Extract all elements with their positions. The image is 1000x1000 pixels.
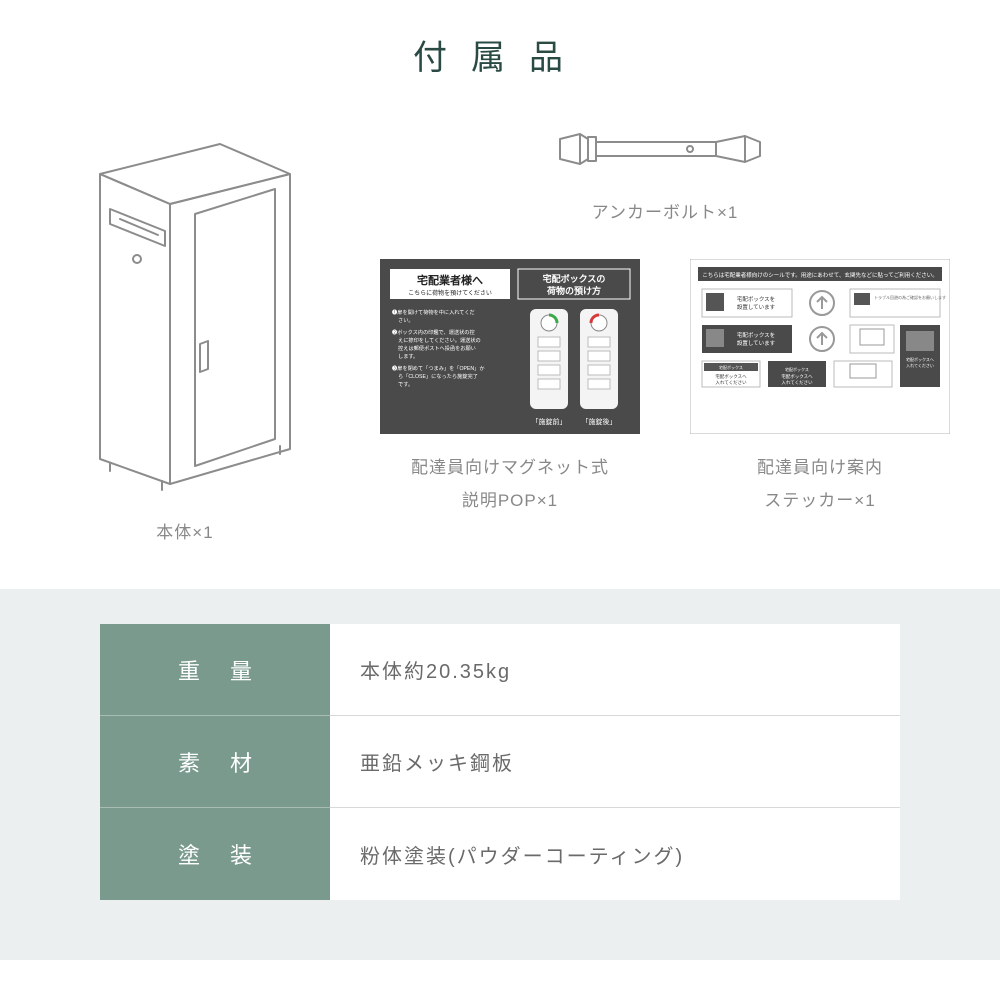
svg-text:荷物の預け方: 荷物の預け方: [546, 285, 601, 296]
spec-row-material: 素材 亜鉛メッキ鋼板: [100, 716, 900, 808]
anchor-bolt-illustration: [550, 119, 780, 179]
svg-text:えに捺印をしてください。運送状の: えに捺印をしてください。運送状の: [398, 336, 481, 344]
accessories-area: 本体×1 アンカーボ: [0, 119, 1000, 589]
magnet-pop-illustration: 宅配業者様へ こちらに荷物を預けてください 宅配ボックスの 荷物の預け方 ❶扉を…: [380, 259, 640, 434]
main-unit-illustration: [60, 119, 310, 499]
spec-val-weight: 本体約20.35kg: [330, 624, 900, 716]
spec-head-weight: 重量: [100, 624, 330, 716]
svg-text:トラブル回避の為ご確認をお願いします: トラブル回避の為ご確認をお願いします: [874, 294, 946, 300]
svg-text:です。: です。: [398, 381, 413, 388]
spec-row-coating: 塗装 粉体塗装(パウダーコーティング): [100, 808, 900, 900]
svg-text:ら「CLOSE」になったら施錠完了: ら「CLOSE」になったら施錠完了: [398, 372, 478, 380]
svg-text:宅配ボックス: 宅配ボックス: [785, 366, 809, 372]
magnet-pop-label-line2: 説明POP×1: [462, 491, 558, 510]
svg-text:❷ボックス内の印鑑で、運送状の控: ❷ボックス内の印鑑で、運送状の控: [392, 328, 475, 336]
svg-text:宅配ボックスへ: 宅配ボックスへ: [715, 373, 747, 380]
sticker-label: 配達員向け案内 ステッカー×1: [757, 452, 883, 517]
sticker-block: こちらは宅配業者様向けのシールです。用途にあわせて、玄関先などに貼ってご利用くだ…: [680, 259, 960, 517]
svg-text:入れてください: 入れてください: [715, 379, 747, 386]
spec-head-material: 素材: [100, 716, 330, 808]
sticker-label-line2: ステッカー×1: [764, 491, 875, 510]
sticker-label-line1: 配達員向け案内: [757, 458, 883, 477]
sticker-illustration: こちらは宅配業者様向けのシールです。用途にあわせて、玄関先などに貼ってご利用くだ…: [690, 259, 950, 434]
svg-text:宅配ボックスへ: 宅配ボックスへ: [906, 356, 934, 362]
svg-text:「施錠前」: 「施錠前」: [532, 417, 567, 426]
spec-table: 重量 本体約20.35kg 素材 亜鉛メッキ鋼板 塗装 粉体塗装(パウダーコーテ…: [0, 589, 1000, 960]
page-title: 付属品: [0, 0, 1000, 119]
svg-text:入れてください: 入れてください: [781, 379, 813, 386]
svg-text:こちらに荷物を預けてください: こちらに荷物を預けてください: [408, 289, 492, 297]
svg-text:こちらは宅配業者様向けのシールです。用途にあわせて、玄関先な: こちらは宅配業者様向けのシールです。用途にあわせて、玄関先などに貼ってご利用くだ…: [702, 271, 937, 279]
svg-text:❸扉を閉めて「つまみ」を「OPEN」か: ❸扉を閉めて「つまみ」を「OPEN」か: [392, 364, 485, 372]
anchor-bolt-label: アンカーボルト×1: [592, 197, 739, 229]
svg-text:宅配ボックスの: 宅配ボックスの: [543, 273, 606, 284]
spec-head-coating: 塗装: [100, 808, 330, 900]
svg-text:宅配業者様へ: 宅配業者様へ: [417, 273, 483, 287]
svg-text:入れてください: 入れてください: [906, 362, 934, 368]
svg-text:さい。: さい。: [398, 317, 414, 324]
spec-val-material: 亜鉛メッキ鋼板: [330, 716, 900, 808]
svg-text:「施錠後」: 「施錠後」: [582, 417, 617, 426]
svg-text:控えは郵便ポストへ投函をお願い: 控えは郵便ポストへ投函をお願い: [398, 344, 476, 352]
magnet-pop-label: 配達員向けマグネット式 説明POP×1: [411, 452, 609, 517]
svg-text:設置しています: 設置しています: [737, 303, 776, 311]
main-unit-label: 本体×1: [156, 517, 213, 549]
magnet-pop-label-line1: 配達員向けマグネット式: [411, 458, 609, 477]
svg-text:します。: します。: [398, 353, 418, 360]
svg-text:宅配ボックスを: 宅配ボックスを: [737, 295, 775, 303]
svg-text:宅配ボックスへ: 宅配ボックスへ: [781, 373, 813, 380]
svg-text:設置しています: 設置しています: [737, 339, 776, 347]
main-unit-block: 本体×1: [30, 119, 340, 549]
spec-val-coating: 粉体塗装(パウダーコーティング): [330, 808, 900, 900]
spec-row-weight: 重量 本体約20.35kg: [100, 624, 900, 716]
svg-text:宅配ボックスを: 宅配ボックスを: [737, 331, 775, 339]
magnet-pop-block: 宅配業者様へ こちらに荷物を預けてください 宅配ボックスの 荷物の預け方 ❶扉を…: [370, 259, 650, 517]
svg-text:宅配ボックス: 宅配ボックス: [719, 364, 743, 370]
anchor-bolt-block: アンカーボルト×1: [360, 119, 970, 259]
svg-text:❶扉を開けて荷物を中に入れてくだ: ❶扉を開けて荷物を中に入れてくだ: [392, 308, 475, 316]
